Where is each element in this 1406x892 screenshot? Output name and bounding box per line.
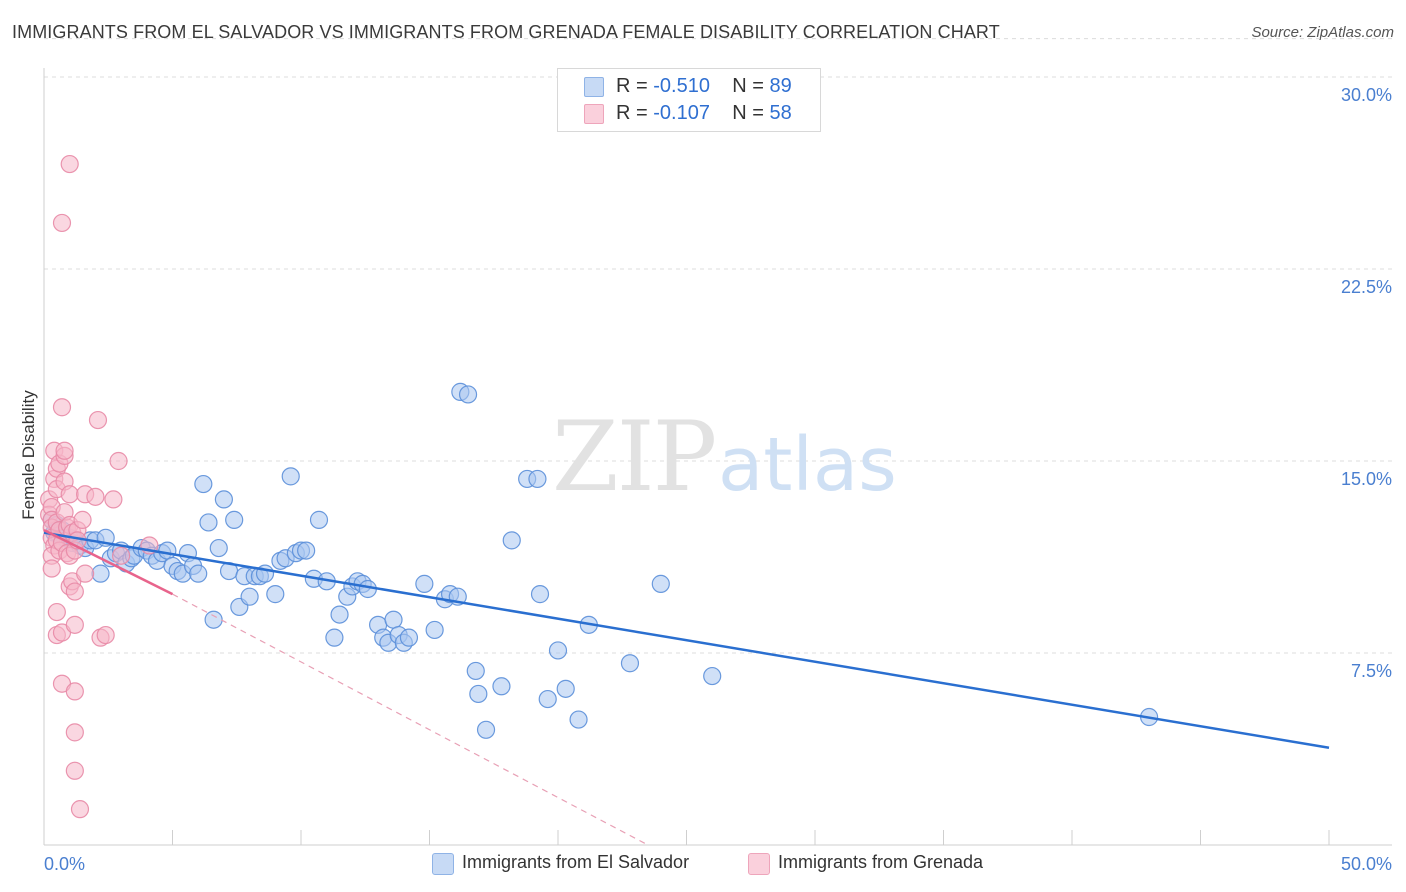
- grenada-swatch: [748, 853, 770, 875]
- data-point: [65, 582, 84, 601]
- data-point: [42, 559, 61, 578]
- watermark-zip: ZIP: [552, 401, 715, 513]
- data-point: [158, 541, 177, 560]
- data-point: [466, 661, 485, 681]
- x-tick-labels: 0.0% 50.0%: [44, 854, 1392, 874]
- grenada-trend-extension: [172, 593, 649, 846]
- watermark: ZIP atlas: [552, 401, 897, 513]
- data-point: [297, 541, 316, 560]
- trend-lines: [43, 529, 1330, 846]
- data-point: [556, 679, 575, 698]
- data-point: [476, 720, 496, 739]
- data-point: [458, 385, 478, 404]
- data-point: [52, 213, 72, 233]
- y-axis-title: Female Disability: [19, 390, 38, 520]
- data-point: [330, 605, 349, 624]
- watermark-atlas: atlas: [718, 422, 897, 508]
- y-tick-label: 7.5%: [1351, 661, 1392, 681]
- data-point: [309, 510, 329, 529]
- x-tick-label: 50.0%: [1341, 854, 1392, 874]
- y-tick-label: 22.5%: [1341, 277, 1392, 297]
- data-point: [91, 564, 110, 583]
- data-point: [425, 620, 444, 640]
- n-value: 58: [769, 102, 792, 124]
- source-label[interactable]: Source: ZipAtlas.com: [1251, 24, 1394, 41]
- grenada-points: [40, 154, 159, 819]
- y-tick-label: 30.0%: [1341, 85, 1392, 105]
- r-value: -0.107: [653, 102, 710, 124]
- data-point: [65, 723, 84, 742]
- grenada-swatch: [584, 104, 604, 124]
- data-point: [60, 485, 79, 504]
- data-point: [60, 154, 79, 174]
- data-point: [240, 587, 259, 606]
- el-salvador-swatch: [584, 77, 604, 97]
- data-point: [530, 585, 550, 604]
- data-point: [109, 451, 128, 471]
- y-tick-label: 15.0%: [1341, 469, 1392, 489]
- data-point: [111, 546, 131, 565]
- data-point: [55, 441, 74, 460]
- data-point: [199, 513, 218, 532]
- data-point: [65, 682, 84, 701]
- data-point: [225, 510, 244, 529]
- data-point: [528, 469, 547, 489]
- data-point: [703, 666, 722, 686]
- chart-title: IMMIGRANTS FROM EL SALVADOR VS IMMIGRANT…: [12, 22, 1000, 42]
- data-point: [194, 474, 213, 494]
- data-point: [620, 654, 640, 673]
- data-point: [52, 398, 72, 417]
- data-point: [281, 467, 300, 486]
- data-point: [70, 800, 90, 819]
- data-point: [651, 574, 670, 593]
- data-point: [65, 761, 84, 780]
- data-point: [325, 628, 344, 647]
- data-point: [65, 615, 84, 634]
- data-point: [415, 574, 434, 593]
- n-value: 89: [769, 75, 792, 97]
- data-point: [86, 487, 105, 506]
- data-point: [384, 610, 403, 629]
- data-point: [76, 564, 95, 583]
- data-point: [548, 641, 568, 660]
- data-point: [266, 585, 285, 604]
- r-value: -0.510: [653, 75, 710, 97]
- data-point: [96, 625, 115, 645]
- stats-legend: R = -0.510 N = 89 R = -0.107 N = 58: [557, 68, 821, 132]
- legend-label: Immigrants from Grenada: [778, 852, 984, 872]
- data-point: [189, 564, 208, 583]
- data-point: [399, 628, 419, 647]
- data-point: [502, 531, 521, 550]
- data-point: [47, 602, 66, 622]
- legend-label: Immigrants from El Salvador: [462, 852, 690, 872]
- el-salvador-trend-line: [43, 531, 1330, 749]
- grenada-trend-line: [43, 529, 174, 596]
- data-point: [209, 538, 228, 558]
- stats-text: R = -0.510 N = 89: [616, 75, 792, 97]
- y-tick-labels: 7.5% 15.0% 22.5% 30.0%: [1341, 85, 1392, 681]
- data-point: [104, 490, 123, 509]
- gridlines: [44, 38, 1392, 654]
- data-point: [204, 610, 223, 629]
- data-point: [538, 689, 557, 709]
- data-point: [214, 490, 233, 509]
- data-point: [492, 677, 511, 696]
- stats-text: R = -0.107 N = 58: [616, 102, 792, 124]
- data-point: [469, 684, 488, 704]
- el-salvador-swatch: [432, 853, 454, 875]
- data-point: [88, 410, 108, 430]
- axes: [43, 68, 1392, 846]
- data-point: [73, 510, 92, 529]
- data-point: [569, 710, 588, 729]
- x-tick-label: 0.0%: [44, 854, 85, 874]
